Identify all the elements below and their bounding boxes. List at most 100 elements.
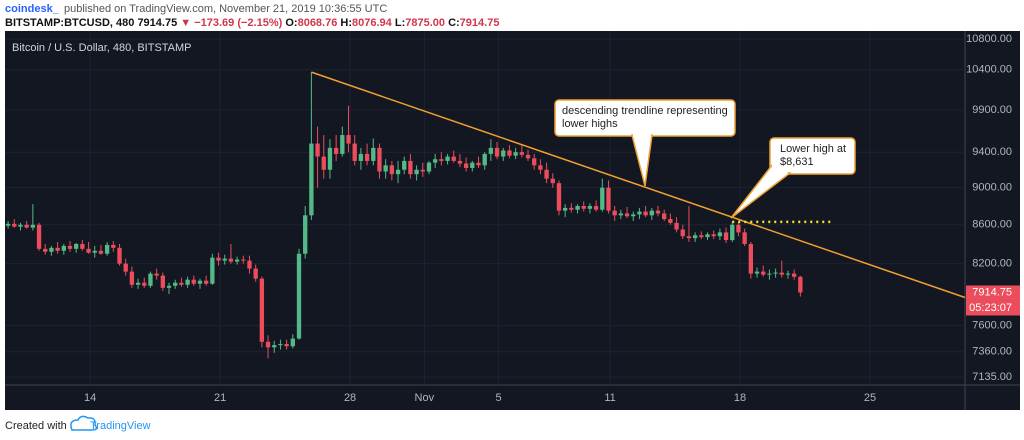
last-price-label: 7914.75 — [972, 286, 1012, 298]
candle-body — [234, 259, 240, 262]
candle-body — [197, 280, 203, 284]
candle-body — [166, 285, 172, 288]
candle-body — [711, 234, 716, 237]
candle-body — [785, 273, 791, 275]
candle-body — [414, 169, 419, 175]
candle-body — [779, 272, 784, 275]
candle-body — [371, 147, 376, 161]
candle-body — [463, 163, 469, 168]
candle-body — [303, 215, 308, 254]
candle-body — [439, 159, 444, 161]
candle-body — [593, 206, 599, 210]
ohlc-value: 8068.76 — [298, 17, 338, 29]
candle-body — [333, 147, 339, 154]
ohlc-key: C: — [448, 17, 460, 29]
candle-body — [253, 268, 258, 279]
candle-body — [754, 271, 760, 274]
candle-body — [185, 279, 190, 285]
candle-body — [538, 165, 543, 170]
candle-body — [544, 169, 549, 179]
candle-body — [507, 150, 512, 156]
candle-body — [278, 344, 283, 346]
candle-body — [488, 147, 494, 154]
candle-body — [402, 160, 407, 170]
candle-body — [327, 147, 333, 170]
footer-brand[interactable]: TradingView — [90, 420, 151, 432]
candle-body — [12, 223, 17, 227]
callout-text: descending trendline representing lower … — [562, 105, 728, 130]
candle-body — [482, 153, 487, 166]
candle-body — [67, 245, 73, 249]
x-tick-label: 18 — [734, 392, 746, 404]
candle-body — [241, 259, 246, 261]
candle-body — [451, 156, 456, 161]
y-tick-label: 10800.00 — [966, 33, 1012, 45]
callout-joint — [633, 132, 651, 137]
brand-logo — [70, 415, 98, 431]
candle-body — [433, 159, 438, 163]
candle-body — [135, 282, 141, 285]
ohlc-value: 7914.75 — [460, 17, 500, 29]
candle-body — [142, 282, 147, 286]
y-tick-label: 7135.00 — [972, 371, 1012, 383]
y-tick-label: 9000.00 — [972, 182, 1012, 194]
candle-body — [581, 206, 586, 209]
chart-title: Bitcoin / U.S. Dollar, 480, BITSTAMP — [12, 42, 192, 54]
y-tick-label: 8600.00 — [972, 219, 1012, 231]
candle-body — [296, 253, 302, 339]
candle-body — [618, 213, 624, 216]
callout-text: Lower high at $8,631 — [780, 143, 847, 168]
y-tick-label: 7600.00 — [972, 319, 1012, 331]
candle-body — [761, 271, 766, 275]
candle-body — [476, 162, 481, 166]
candle-body — [569, 207, 574, 210]
candle-body — [377, 147, 382, 172]
candle-body — [129, 271, 135, 285]
ohlc-key: H: — [340, 17, 352, 29]
candle-body — [730, 224, 735, 241]
candle-body — [532, 158, 537, 166]
publisher[interactable]: coindesk_ — [5, 3, 60, 15]
x-tick-label: 14 — [84, 392, 96, 404]
candle-body — [457, 160, 463, 164]
candle-body — [36, 224, 42, 249]
price: 7914.75 — [137, 17, 177, 29]
candle-body — [662, 213, 667, 220]
candle-body — [191, 279, 196, 284]
candle-body — [420, 169, 425, 172]
candle-body — [686, 236, 692, 239]
candle-body — [383, 165, 388, 172]
candle-body — [699, 235, 704, 238]
candle-body — [556, 183, 562, 211]
ohlc-value: 8076.94 — [352, 17, 393, 29]
candle-body — [259, 278, 265, 342]
candle-body — [792, 273, 797, 277]
candle-body — [290, 338, 295, 347]
x-tick-label: 25 — [864, 392, 876, 404]
candle-body — [86, 248, 91, 253]
candle-body — [637, 211, 642, 215]
candle-body — [773, 272, 778, 274]
y-tick-label: 9900.00 — [972, 104, 1012, 116]
candle-body — [92, 250, 97, 253]
candle-body — [346, 135, 351, 144]
candle-body — [160, 275, 165, 288]
candle-body — [519, 152, 524, 155]
candle-body — [148, 273, 153, 286]
candle-body — [550, 178, 555, 184]
candle-body — [315, 143, 320, 157]
candle-body — [18, 224, 23, 227]
x-tick-label: 28 — [344, 392, 356, 404]
candle-body — [445, 156, 450, 161]
candle-body — [123, 263, 128, 272]
candle-body — [24, 224, 29, 228]
published: published on TradingView.com, November 2… — [64, 3, 387, 15]
candle-body — [179, 282, 184, 285]
candle-body — [203, 280, 209, 284]
candle-body — [364, 153, 370, 161]
ohlc-key: L: — [395, 17, 405, 29]
last-price-box — [966, 285, 1020, 301]
x-tick-label: Nov — [415, 392, 435, 404]
